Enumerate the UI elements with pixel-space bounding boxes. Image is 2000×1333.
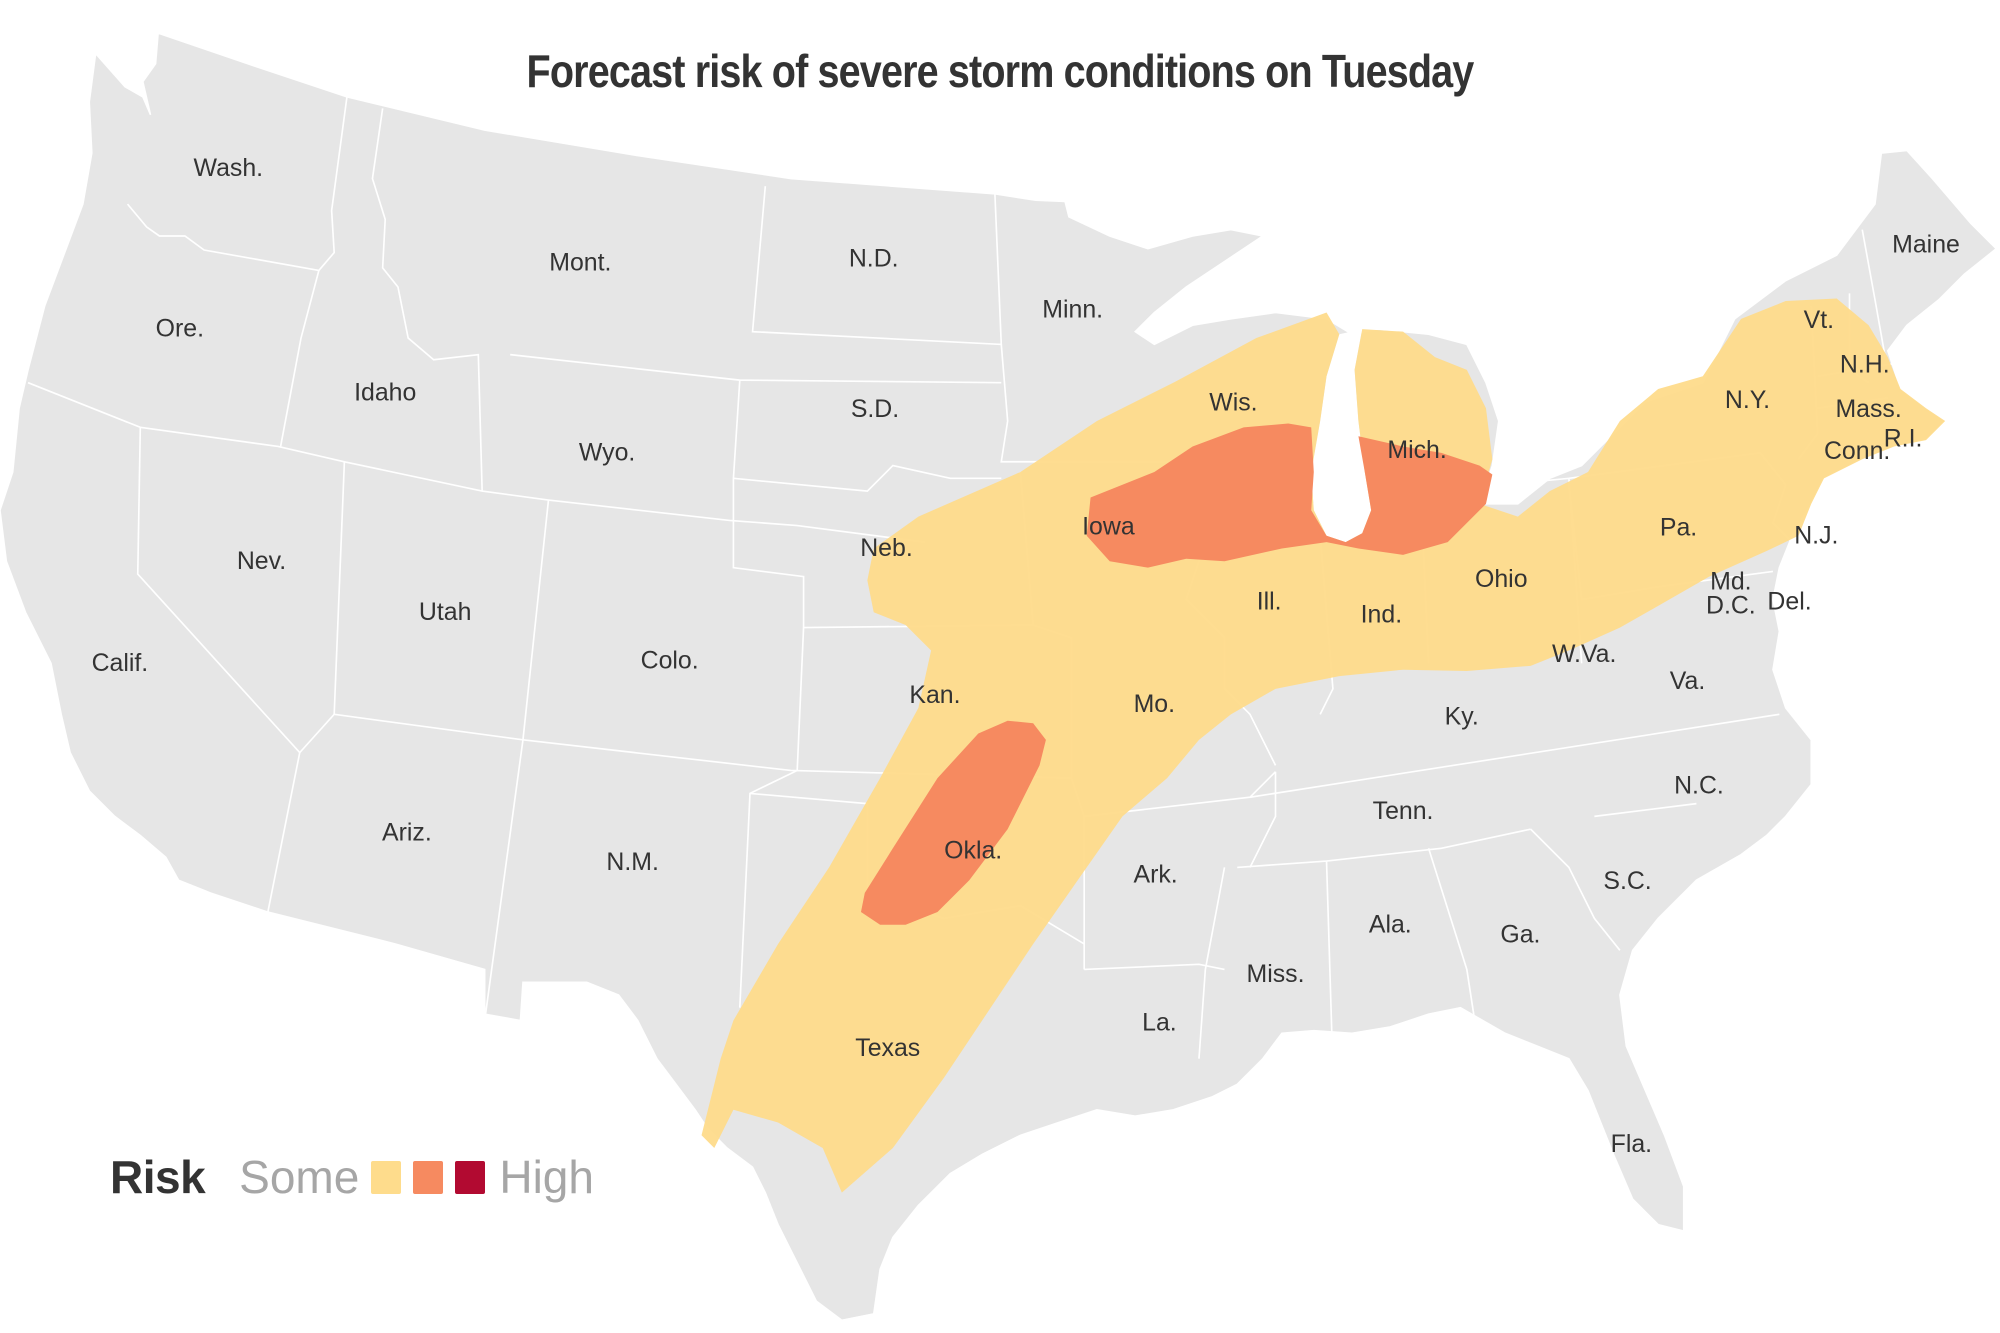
state-label: Pa. [1660, 514, 1697, 542]
state-label: Tenn. [1373, 797, 1434, 825]
legend-high-label: High [499, 1151, 594, 1203]
lake-michigan [1311, 329, 1372, 543]
state-label: S.C. [1603, 867, 1651, 895]
state-label: Colo. [641, 646, 699, 674]
state-label: Ill. [1257, 588, 1282, 616]
state-label: Calif. [92, 649, 149, 677]
state-label: Iowa [1082, 512, 1135, 540]
state-label: Conn. [1824, 437, 1890, 465]
state-label: Ind. [1361, 600, 1402, 628]
state-label: Mass. [1835, 395, 1901, 423]
risk-zone-elevated-midwest [1086, 423, 1493, 568]
state-label: Okla. [944, 836, 1002, 864]
state-label: R.I. [1884, 424, 1923, 452]
state-label: Wyo. [579, 438, 635, 466]
risk-zone-elevated-plains [860, 720, 1046, 925]
state-label: N.D. [849, 245, 899, 273]
legend-title: Risk [110, 1151, 206, 1203]
state-label: Wis. [1209, 389, 1257, 417]
state-label: Md. [1710, 567, 1751, 595]
state-label: Mich. [1387, 436, 1446, 464]
state-label: W.Va. [1552, 640, 1616, 668]
state-label: Texas [855, 1034, 920, 1062]
state-label: Fla. [1611, 1130, 1652, 1158]
state-label: N.J. [1794, 521, 1838, 549]
state-label: La. [1142, 1009, 1177, 1037]
state-label: Ark. [1134, 861, 1178, 889]
state-label: N.C. [1674, 771, 1724, 799]
state-label: Ore. [156, 315, 204, 343]
legend-swatch-elevated [413, 1160, 444, 1194]
risk-zone-some [701, 298, 1946, 1193]
state-label: Utah [419, 598, 472, 626]
state-label: S.D. [851, 395, 899, 423]
state-label: N.H. [1840, 350, 1890, 378]
state-label: D.C. [1706, 592, 1756, 620]
state-label: N.Y. [1725, 386, 1770, 414]
state-label: Kan. [909, 681, 960, 709]
state-label: Va. [1670, 667, 1705, 695]
state-labels: Wash. Ore. Idaho Mont. Wyo. N.D. S.D. Minn. Wis.… [92, 154, 1960, 1158]
legend-swatch-high [455, 1160, 486, 1194]
state-label: Ky. [1445, 703, 1479, 731]
legend-swatch-some [371, 1160, 402, 1194]
risk-legend: Risk Some High [110, 1150, 594, 1204]
state-label: Nev. [237, 547, 286, 575]
state-label: Minn. [1042, 296, 1103, 324]
state-label: Del. [1767, 588, 1811, 616]
state-label: Wash. [194, 154, 264, 182]
state-label: Ala. [1369, 910, 1412, 938]
legend-low-label: Some [239, 1151, 360, 1203]
state-label: Vt. [1804, 306, 1834, 334]
state-label: Idaho [354, 379, 416, 407]
chart-title: Forecast risk of severe storm conditions… [526, 45, 1475, 97]
state-label: Maine [1892, 231, 1960, 259]
state-label: Mo. [1134, 690, 1175, 718]
state-label: Mont. [549, 248, 611, 276]
state-label: N.M. [606, 848, 658, 876]
state-label: Miss. [1247, 960, 1305, 988]
state-label: Ohio [1475, 565, 1528, 593]
state-label: Ga. [1500, 921, 1540, 949]
state-label: Neb. [860, 534, 913, 562]
state-label: Ariz. [382, 819, 432, 847]
